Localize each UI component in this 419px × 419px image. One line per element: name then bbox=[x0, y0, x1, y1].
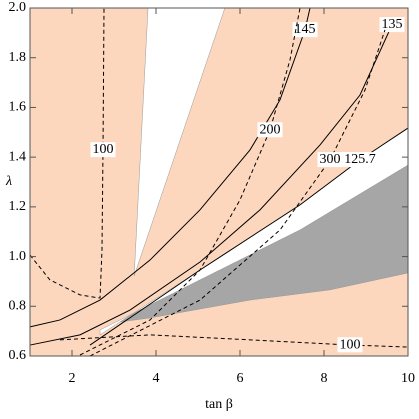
region bbox=[119, 164, 409, 323]
y-tick-label: 1.4 bbox=[9, 149, 27, 164]
contour-label-group: 100 bbox=[90, 142, 116, 158]
contour-label: 300 bbox=[320, 152, 341, 167]
y-tick-label: 1.0 bbox=[9, 249, 27, 264]
x-axis-title: tan β bbox=[205, 397, 233, 412]
x-tick-label: 4 bbox=[153, 371, 160, 386]
contour-line bbox=[79, 7, 301, 356]
contour-line bbox=[89, 127, 409, 346]
y-tick-label: 2.0 bbox=[9, 0, 27, 15]
contour-label-group: 300 bbox=[317, 152, 343, 168]
contour-line bbox=[59, 334, 409, 348]
contour-label-box bbox=[257, 122, 283, 138]
contour-label: 135 bbox=[381, 17, 402, 32]
y-tick-label: 0.8 bbox=[9, 299, 27, 314]
contour-label-group: 145 bbox=[292, 22, 318, 38]
contour-label: 100 bbox=[92, 142, 113, 157]
y-tick-label: 1.6 bbox=[9, 100, 27, 115]
x-tick-label: 8 bbox=[321, 371, 328, 386]
contour-label-box bbox=[90, 142, 116, 158]
plot-frame bbox=[29, 7, 409, 357]
y-tick-label: 1.2 bbox=[9, 199, 27, 214]
contour-line bbox=[29, 7, 311, 328]
contour-line bbox=[29, 24, 393, 346]
contour-label-group: 135 bbox=[379, 17, 405, 33]
contour-label-box bbox=[292, 22, 318, 38]
contour-label: 145 bbox=[295, 22, 316, 37]
contour-label-box bbox=[342, 152, 378, 168]
contour-label: 200 bbox=[259, 122, 280, 137]
contour-label-box bbox=[317, 152, 343, 168]
contour-label-box bbox=[379, 17, 405, 33]
contour-label-group: 200 bbox=[257, 122, 283, 138]
y-tick-label: 0.6 bbox=[9, 348, 27, 363]
contour-label-group: 100 bbox=[337, 337, 363, 353]
contour-label: 125.7 bbox=[344, 152, 376, 167]
contour-label: 100 bbox=[339, 337, 360, 352]
x-tick-label: 2 bbox=[69, 371, 76, 386]
y-tick-label: 1.8 bbox=[9, 50, 27, 65]
contour-label-box bbox=[337, 337, 363, 353]
y-axis-title: λ bbox=[5, 174, 12, 189]
x-tick-label: 10 bbox=[401, 371, 415, 386]
x-tick-label: 6 bbox=[237, 371, 244, 386]
contour-label-group: 125.7 bbox=[342, 152, 378, 168]
